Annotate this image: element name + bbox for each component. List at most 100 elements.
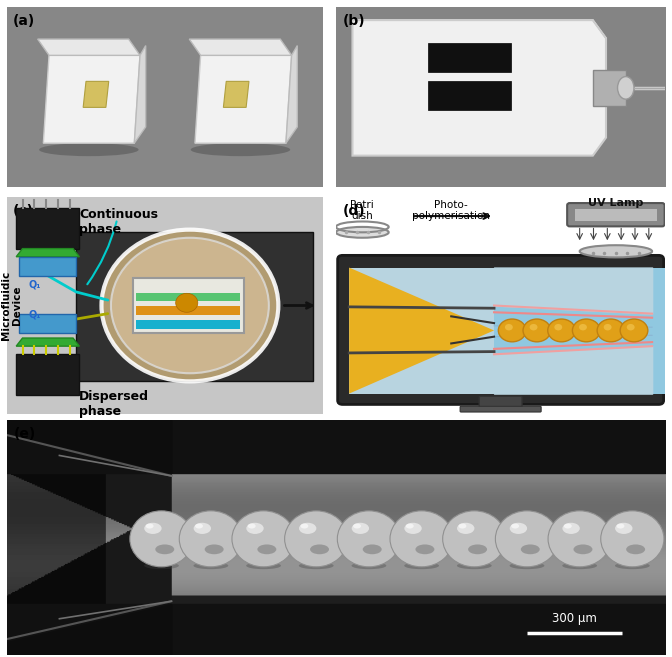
- Circle shape: [579, 324, 587, 330]
- Text: Continuous
phase: Continuous phase: [79, 208, 159, 236]
- Ellipse shape: [205, 545, 224, 555]
- Circle shape: [597, 319, 625, 342]
- Ellipse shape: [415, 545, 434, 555]
- Ellipse shape: [564, 524, 572, 528]
- Polygon shape: [44, 55, 140, 143]
- Circle shape: [620, 319, 648, 342]
- Ellipse shape: [39, 143, 138, 156]
- Ellipse shape: [191, 143, 290, 156]
- Ellipse shape: [299, 562, 333, 569]
- Ellipse shape: [155, 545, 174, 555]
- Circle shape: [232, 511, 295, 567]
- Ellipse shape: [616, 524, 624, 528]
- FancyBboxPatch shape: [16, 354, 79, 395]
- FancyBboxPatch shape: [136, 306, 241, 315]
- Ellipse shape: [457, 523, 474, 534]
- Circle shape: [443, 511, 506, 567]
- FancyBboxPatch shape: [428, 81, 511, 110]
- Ellipse shape: [562, 562, 597, 569]
- Ellipse shape: [626, 545, 645, 555]
- Ellipse shape: [257, 545, 276, 555]
- Ellipse shape: [510, 523, 527, 534]
- Circle shape: [618, 77, 634, 99]
- Text: Petri
dish: Petri dish: [351, 200, 374, 221]
- Text: (d): (d): [343, 204, 365, 217]
- Text: Microfluidic
Device: Microfluidic Device: [1, 271, 22, 340]
- Polygon shape: [349, 267, 494, 394]
- FancyBboxPatch shape: [349, 267, 652, 394]
- Circle shape: [523, 319, 550, 342]
- Circle shape: [573, 319, 600, 342]
- Polygon shape: [223, 81, 249, 107]
- Circle shape: [337, 511, 401, 567]
- Ellipse shape: [194, 562, 228, 569]
- Ellipse shape: [615, 523, 632, 534]
- FancyBboxPatch shape: [460, 406, 541, 412]
- FancyBboxPatch shape: [16, 208, 79, 248]
- Ellipse shape: [363, 545, 382, 555]
- Circle shape: [111, 238, 269, 373]
- Polygon shape: [195, 55, 292, 143]
- Polygon shape: [352, 20, 606, 156]
- Ellipse shape: [509, 562, 544, 569]
- FancyBboxPatch shape: [136, 293, 241, 302]
- Circle shape: [175, 293, 198, 312]
- Ellipse shape: [299, 523, 317, 534]
- Circle shape: [627, 324, 634, 330]
- Ellipse shape: [246, 562, 281, 569]
- Ellipse shape: [248, 524, 255, 528]
- Ellipse shape: [511, 524, 519, 528]
- Polygon shape: [16, 248, 79, 257]
- Ellipse shape: [146, 524, 154, 528]
- Circle shape: [554, 324, 562, 330]
- Text: Q₁: Q₁: [29, 280, 42, 290]
- Text: (c): (c): [13, 204, 34, 217]
- FancyBboxPatch shape: [19, 257, 76, 276]
- Circle shape: [601, 511, 664, 567]
- FancyBboxPatch shape: [76, 233, 313, 381]
- Circle shape: [285, 511, 348, 567]
- FancyBboxPatch shape: [567, 203, 665, 227]
- Polygon shape: [38, 39, 140, 55]
- Circle shape: [101, 230, 278, 381]
- Polygon shape: [16, 338, 79, 346]
- Text: (e): (e): [13, 428, 36, 442]
- Ellipse shape: [195, 524, 203, 528]
- Ellipse shape: [458, 524, 466, 528]
- Ellipse shape: [573, 545, 593, 555]
- Ellipse shape: [405, 562, 439, 569]
- FancyBboxPatch shape: [136, 320, 241, 328]
- Circle shape: [603, 324, 612, 330]
- Ellipse shape: [562, 523, 580, 534]
- Polygon shape: [286, 45, 297, 143]
- FancyBboxPatch shape: [428, 43, 511, 72]
- Text: 300 μm: 300 μm: [552, 612, 597, 625]
- Circle shape: [495, 511, 558, 567]
- Text: Photo-
polymerisation: Photo- polymerisation: [412, 200, 491, 221]
- Polygon shape: [352, 20, 606, 38]
- Circle shape: [505, 324, 513, 330]
- Circle shape: [390, 511, 453, 567]
- Ellipse shape: [247, 523, 263, 534]
- Ellipse shape: [144, 562, 179, 569]
- Text: (b): (b): [343, 14, 365, 28]
- Circle shape: [548, 511, 612, 567]
- Ellipse shape: [300, 524, 308, 528]
- Ellipse shape: [406, 524, 414, 528]
- Ellipse shape: [351, 562, 386, 569]
- Ellipse shape: [580, 245, 652, 258]
- Circle shape: [530, 324, 538, 330]
- Ellipse shape: [615, 562, 650, 569]
- Ellipse shape: [353, 524, 361, 528]
- Circle shape: [499, 319, 526, 342]
- Ellipse shape: [521, 545, 540, 555]
- Circle shape: [548, 319, 575, 342]
- Text: (a): (a): [13, 14, 36, 28]
- Circle shape: [179, 511, 243, 567]
- Polygon shape: [593, 70, 626, 106]
- Text: Q₁: Q₁: [29, 309, 42, 319]
- FancyBboxPatch shape: [337, 256, 664, 405]
- Ellipse shape: [310, 545, 329, 555]
- Ellipse shape: [144, 523, 161, 534]
- Text: UV Lamp: UV Lamp: [588, 198, 644, 208]
